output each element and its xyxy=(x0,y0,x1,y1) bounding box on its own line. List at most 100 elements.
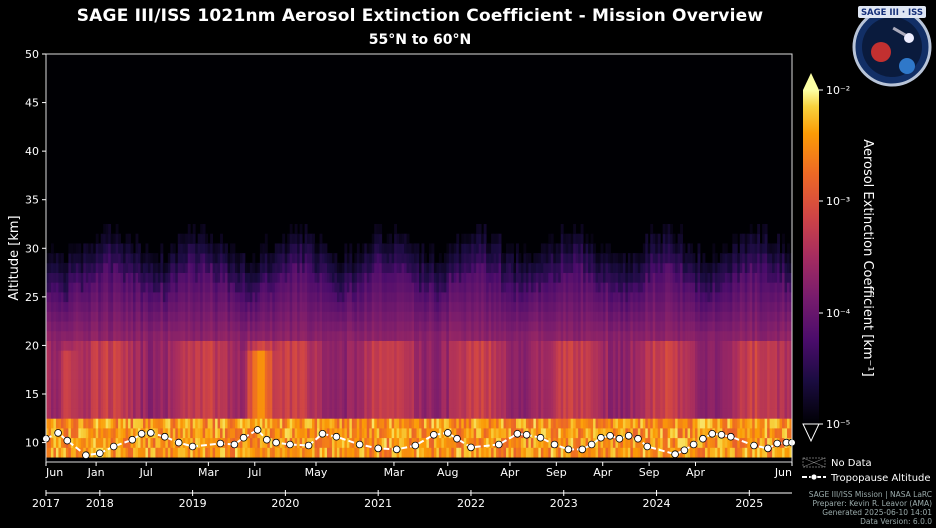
heatmap-cell xyxy=(580,301,584,312)
heatmap-cell xyxy=(421,253,425,264)
heatmap-cell xyxy=(118,408,121,419)
heatmap-cell xyxy=(346,272,350,283)
heatmap-cell xyxy=(264,301,268,312)
heatmap-cell xyxy=(98,428,102,439)
heatmap-cell xyxy=(192,243,196,254)
heatmap-cell xyxy=(120,262,124,273)
heatmap-cell xyxy=(396,321,400,332)
heatmap-cell xyxy=(58,311,62,322)
heatmap-cell xyxy=(115,350,119,361)
heatmap-cell xyxy=(583,389,587,400)
heatmap-cell xyxy=(364,330,368,341)
heatmap-cell xyxy=(443,408,447,419)
heatmap-cell xyxy=(590,330,594,341)
heatmap-cell xyxy=(595,272,599,283)
heatmap-cell xyxy=(247,330,251,341)
heatmap-cell xyxy=(125,437,129,448)
heatmap-cell xyxy=(210,428,214,439)
heatmap-cell xyxy=(157,340,161,351)
heatmap-cell xyxy=(535,398,539,409)
heatmap-cell xyxy=(142,447,146,458)
heatmap-cell xyxy=(222,360,226,371)
heatmap-cell xyxy=(481,340,485,351)
heatmap-cell xyxy=(63,262,67,273)
heatmap-cell xyxy=(533,398,537,409)
heatmap-cell xyxy=(249,360,253,371)
heatmap-cell xyxy=(558,437,562,448)
heatmap-cell xyxy=(570,272,574,283)
heatmap-cell xyxy=(212,408,216,419)
heatmap-cell xyxy=(520,379,524,390)
heatmap-cell xyxy=(525,262,529,273)
heatmap-cell xyxy=(220,360,223,371)
heatmap-cell xyxy=(177,408,181,419)
heatmap-cell xyxy=(540,253,544,264)
heatmap-cell xyxy=(80,262,84,273)
heatmap-cell xyxy=(583,262,587,273)
heatmap-cell xyxy=(180,379,184,390)
heatmap-cell xyxy=(428,398,432,409)
heatmap-cell xyxy=(515,292,519,303)
heatmap-cell xyxy=(175,408,179,419)
heatmap-cell xyxy=(394,418,398,429)
heatmap-cell xyxy=(361,428,365,439)
heatmap-cell xyxy=(356,428,360,439)
heatmap-cell xyxy=(359,379,363,390)
heatmap-cell xyxy=(518,253,522,264)
heatmap-cell xyxy=(389,321,393,332)
heatmap-cell xyxy=(205,253,209,264)
heatmap-cell xyxy=(463,311,467,322)
heatmap-cell xyxy=(314,282,318,293)
heatmap-cell xyxy=(274,369,278,380)
heatmap-cell xyxy=(515,243,519,254)
heatmap-cell xyxy=(518,282,522,293)
heatmap-cell xyxy=(73,253,77,264)
heatmap-cell xyxy=(448,272,452,283)
heatmap-cell xyxy=(545,330,549,341)
heatmap-cell xyxy=(409,243,412,254)
heatmap-cell xyxy=(210,418,214,429)
heatmap-cell xyxy=(133,428,136,439)
heatmap-cell xyxy=(167,321,171,332)
heatmap-cell xyxy=(83,301,87,312)
heatmap-cell xyxy=(63,272,67,283)
heatmap-cell xyxy=(269,350,273,361)
heatmap-cell xyxy=(182,418,186,429)
heatmap-cell xyxy=(423,408,427,419)
heatmap-cell xyxy=(334,437,338,448)
heatmap-cell xyxy=(334,398,338,409)
heatmap-cell xyxy=(237,292,241,303)
heatmap-cell xyxy=(478,398,482,409)
heatmap-cell xyxy=(346,428,350,439)
heatmap-cell xyxy=(565,272,569,283)
heatmap-cell xyxy=(118,253,121,264)
heatmap-cell xyxy=(63,389,67,400)
heatmap-cell xyxy=(225,369,228,380)
heatmap-cell xyxy=(603,350,606,361)
heatmap-cell xyxy=(533,437,537,448)
heatmap-cell xyxy=(58,262,62,273)
heatmap-cell xyxy=(210,330,214,341)
heatmap-cell xyxy=(160,418,164,429)
heatmap-cell xyxy=(366,340,370,351)
heatmap-cell xyxy=(493,311,497,322)
heatmap-cell xyxy=(190,272,194,283)
heatmap-cell xyxy=(414,428,417,439)
heatmap-cell xyxy=(302,437,306,448)
heatmap-cell xyxy=(155,301,159,312)
heatmap-cell xyxy=(264,262,268,273)
heatmap-cell xyxy=(346,253,350,264)
heatmap-cell xyxy=(182,447,186,458)
heatmap-cell xyxy=(65,360,69,371)
heatmap-cell xyxy=(503,321,507,332)
heatmap-cell xyxy=(75,340,79,351)
heatmap-cell xyxy=(128,350,131,361)
heatmap-cell xyxy=(130,272,134,283)
heatmap-cell xyxy=(207,428,211,439)
heatmap-cell xyxy=(595,282,599,293)
heatmap-cell xyxy=(234,389,238,400)
heatmap-cell xyxy=(128,330,131,341)
heatmap-cell xyxy=(548,340,552,351)
heatmap-cell xyxy=(252,282,256,293)
heatmap-cell xyxy=(483,262,487,273)
